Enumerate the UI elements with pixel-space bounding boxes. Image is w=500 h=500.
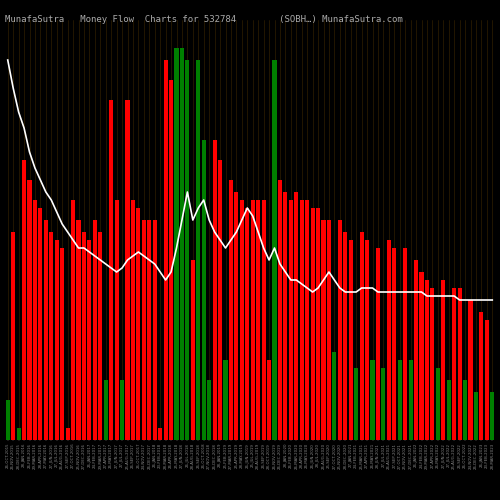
Text: MunafaSutra   Money Flow  Charts for 532784        (SOBH…) MunafaSutra.com: MunafaSutra Money Flow Charts for 532784… bbox=[5, 15, 403, 24]
Bar bbox=[114, 200, 118, 440]
Bar bbox=[272, 60, 276, 440]
Bar bbox=[234, 192, 238, 440]
Bar bbox=[284, 192, 288, 440]
Bar bbox=[420, 272, 424, 440]
Bar bbox=[300, 200, 304, 440]
Bar bbox=[436, 368, 440, 440]
Bar bbox=[212, 140, 216, 440]
Bar bbox=[256, 200, 260, 440]
Bar bbox=[392, 248, 396, 440]
Bar bbox=[354, 368, 358, 440]
Bar bbox=[136, 208, 140, 440]
Bar bbox=[360, 232, 364, 440]
Bar bbox=[147, 220, 152, 440]
Bar bbox=[180, 48, 184, 440]
Bar bbox=[250, 200, 255, 440]
Bar bbox=[267, 360, 271, 440]
Bar bbox=[109, 100, 113, 440]
Bar bbox=[88, 240, 92, 440]
Bar bbox=[6, 400, 10, 440]
Bar bbox=[430, 288, 434, 440]
Bar bbox=[332, 352, 336, 440]
Bar bbox=[474, 392, 478, 440]
Bar bbox=[305, 200, 309, 440]
Bar bbox=[196, 60, 200, 440]
Bar bbox=[66, 428, 70, 440]
Bar bbox=[398, 360, 402, 440]
Bar bbox=[441, 280, 446, 440]
Bar bbox=[408, 360, 412, 440]
Bar bbox=[202, 140, 206, 440]
Bar bbox=[33, 200, 37, 440]
Bar bbox=[343, 232, 347, 440]
Bar bbox=[164, 60, 168, 440]
Bar bbox=[126, 100, 130, 440]
Bar bbox=[240, 200, 244, 440]
Bar bbox=[310, 208, 314, 440]
Bar bbox=[485, 320, 489, 440]
Bar bbox=[446, 380, 451, 440]
Bar bbox=[322, 220, 326, 440]
Bar bbox=[11, 232, 15, 440]
Bar bbox=[289, 200, 293, 440]
Bar bbox=[452, 288, 456, 440]
Bar bbox=[207, 380, 211, 440]
Bar bbox=[245, 208, 250, 440]
Bar bbox=[294, 192, 298, 440]
Bar bbox=[316, 208, 320, 440]
Bar bbox=[338, 220, 342, 440]
Bar bbox=[44, 220, 48, 440]
Bar bbox=[174, 48, 178, 440]
Bar bbox=[120, 380, 124, 440]
Bar bbox=[93, 220, 97, 440]
Bar bbox=[278, 180, 282, 440]
Bar bbox=[152, 220, 157, 440]
Bar bbox=[403, 248, 407, 440]
Bar bbox=[98, 232, 102, 440]
Bar bbox=[229, 180, 233, 440]
Bar bbox=[463, 380, 467, 440]
Bar bbox=[468, 300, 472, 440]
Bar bbox=[376, 248, 380, 440]
Bar bbox=[131, 200, 135, 440]
Bar bbox=[458, 288, 462, 440]
Bar bbox=[382, 368, 386, 440]
Bar bbox=[169, 80, 173, 440]
Bar bbox=[142, 220, 146, 440]
Bar bbox=[387, 240, 391, 440]
Bar bbox=[82, 232, 86, 440]
Bar bbox=[60, 248, 64, 440]
Bar bbox=[22, 160, 26, 440]
Bar bbox=[425, 280, 429, 440]
Bar bbox=[327, 220, 331, 440]
Bar bbox=[365, 240, 369, 440]
Bar bbox=[54, 240, 59, 440]
Bar bbox=[49, 232, 54, 440]
Bar bbox=[76, 220, 80, 440]
Bar bbox=[191, 260, 195, 440]
Bar bbox=[224, 360, 228, 440]
Bar bbox=[158, 428, 162, 440]
Bar bbox=[348, 240, 353, 440]
Bar bbox=[414, 260, 418, 440]
Bar bbox=[28, 180, 32, 440]
Bar bbox=[16, 428, 20, 440]
Bar bbox=[104, 380, 108, 440]
Bar bbox=[186, 60, 190, 440]
Bar bbox=[71, 200, 75, 440]
Bar bbox=[370, 360, 374, 440]
Bar bbox=[262, 200, 266, 440]
Bar bbox=[490, 392, 494, 440]
Bar bbox=[480, 312, 484, 440]
Bar bbox=[218, 160, 222, 440]
Bar bbox=[38, 208, 42, 440]
